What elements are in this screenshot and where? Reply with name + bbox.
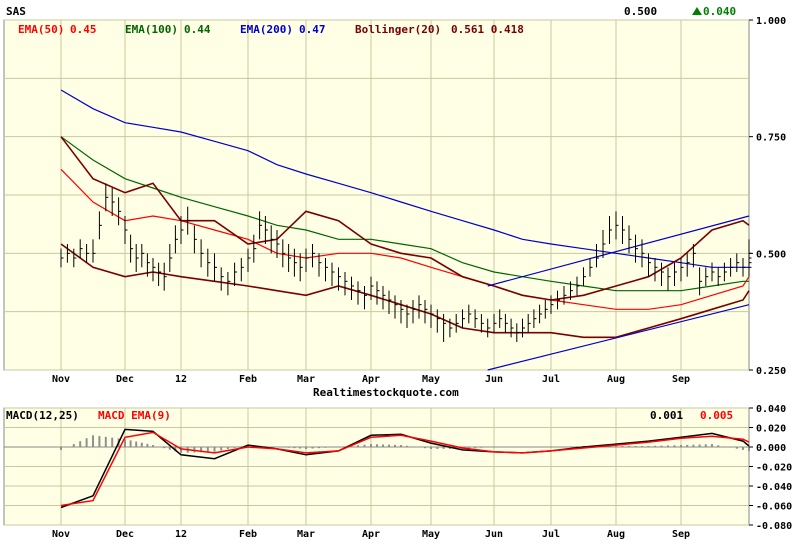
macd-y-tick-label: -0.080 xyxy=(756,521,792,532)
macd-y-tick-label: -0.060 xyxy=(756,502,792,513)
series-trendline-upper xyxy=(487,215,750,287)
x-tick-label: 12 xyxy=(175,374,187,385)
macd-x-tick-label: 12 xyxy=(175,529,187,540)
macd-x-tick-label: Jun xyxy=(485,529,503,540)
last-price: 0.500 xyxy=(624,5,657,18)
macd-y-tick-label: 0.000 xyxy=(756,443,786,454)
watermark: Realtimestockquote.com xyxy=(313,386,459,399)
x-tick-label: Apr xyxy=(362,374,380,385)
macd-x-tick-label: May xyxy=(422,529,440,540)
legend-bollinger-value: 0.561 0.418 xyxy=(451,23,524,36)
legend-bollinger-label: Bollinger(20) xyxy=(355,23,441,36)
macd-x-tick-label: Jul xyxy=(542,529,560,540)
x-tick-label: Dec xyxy=(116,374,134,385)
legend-ema200-label: EMA(200) xyxy=(240,23,293,36)
price-change: 0.040 xyxy=(703,5,736,18)
series-bollinger-20-lower xyxy=(60,243,750,339)
series-trendline-lower xyxy=(487,304,750,371)
legend-ema50-label: EMA(50) xyxy=(18,23,64,36)
x-tick-label: Aug xyxy=(607,374,625,385)
x-tick-label: Jun xyxy=(485,374,503,385)
y-tick-label: 0.500 xyxy=(756,249,786,260)
series-ema-50 xyxy=(60,168,750,310)
macd-value: 0.001 xyxy=(650,409,683,422)
macd-x-tick-label: Sep xyxy=(672,529,690,540)
y-tick-label: 1.000 xyxy=(756,16,786,27)
macd-x-tick-label: Mar xyxy=(297,529,315,540)
x-tick-label: Jul xyxy=(542,374,560,385)
series-ema-200 xyxy=(60,89,749,268)
macd-legend-label: MACD(12,25) xyxy=(6,409,79,422)
macd-y-tick-label: -0.040 xyxy=(756,482,792,493)
series-bollinger-20-upper xyxy=(60,136,750,301)
macd-x-tick-label: Aug xyxy=(607,529,625,540)
series-ema-100 xyxy=(60,136,749,292)
macd-x-tick-label: Feb xyxy=(239,529,257,540)
y-tick-label: 0.750 xyxy=(756,133,786,144)
macd-x-tick-label: Nov xyxy=(52,529,70,540)
macd-y-tick-label: 0.040 xyxy=(756,404,786,415)
y-tick-label: 0.250 xyxy=(756,366,786,377)
macd-x-tick-label: Apr xyxy=(362,529,380,540)
macd-signal-value: 0.005 xyxy=(700,409,733,422)
macd-y-tick-label: -0.020 xyxy=(756,463,792,474)
macd-y-tick-label: 0.020 xyxy=(756,424,786,435)
symbol-label: SAS xyxy=(6,5,26,18)
macd-series-macd-ema-9 xyxy=(60,431,750,507)
legend-ema100-label: EMA(100) xyxy=(125,23,178,36)
up-arrow-icon xyxy=(692,7,702,15)
x-tick-label: Sep xyxy=(672,374,690,385)
legend-ema200-value: 0.47 xyxy=(299,23,326,36)
legend-ema50-value: 0.45 xyxy=(70,23,97,36)
x-tick-label: Feb xyxy=(239,374,257,385)
x-tick-label: Mar xyxy=(297,374,315,385)
x-tick-label: May xyxy=(422,374,440,385)
legend-ema100-value: 0.44 xyxy=(184,23,211,36)
x-tick-label: Nov xyxy=(52,374,70,385)
macd-x-tick-label: Dec xyxy=(116,529,134,540)
macd-ema-legend-label: MACD EMA(9) xyxy=(98,409,171,422)
